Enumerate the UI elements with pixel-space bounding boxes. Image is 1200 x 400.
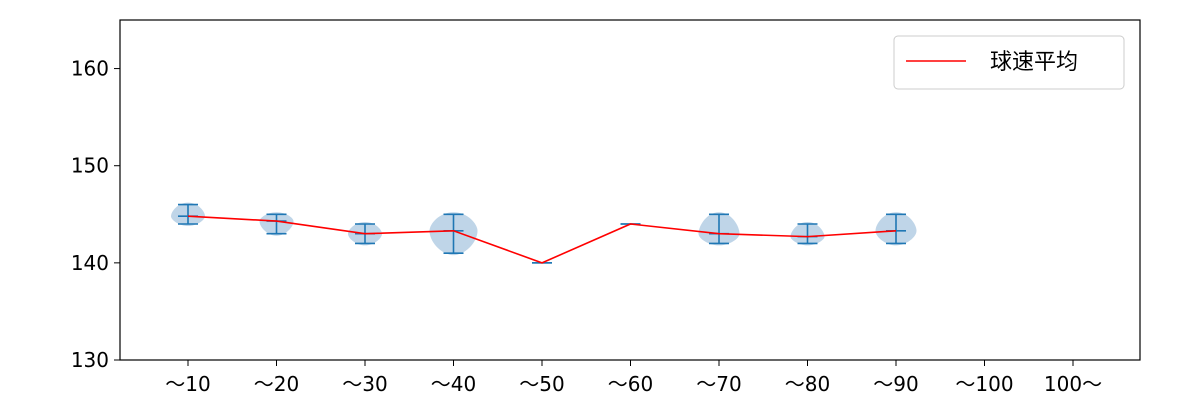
y-axis: 130 140 150 160 (71, 57, 120, 372)
y-tick-label: 140 (71, 251, 109, 275)
x-tick-label: ～50 (519, 372, 564, 396)
x-tick-label: ～100 (955, 372, 1013, 396)
x-tick-label: ～10 (165, 372, 210, 396)
y-tick-label: 130 (71, 348, 109, 372)
legend-box (893, 35, 1125, 90)
legend: 球速平均 (893, 35, 1125, 90)
x-tick-label: ～30 (342, 372, 387, 396)
x-tick-label: ～40 (431, 372, 476, 396)
average-speed-line (187, 215, 897, 264)
x-tick-label: ～20 (254, 372, 299, 396)
x-tick-label: ～70 (696, 372, 741, 396)
x-tick-label: 100～ (1044, 372, 1102, 396)
x-axis: ～10 ～20 ～30 ～40 ～50 ～60 ～70 ～80 ～90 ～100 100～ (165, 360, 1102, 396)
x-tick-label: ～60 (608, 372, 653, 396)
x-tick-label: ～90 (873, 372, 918, 396)
y-tick-label: 160 (71, 57, 109, 81)
y-tick-label: 150 (71, 154, 109, 178)
legend-label: 球速平均 (990, 50, 1078, 75)
x-tick-label: ～80 (785, 372, 830, 396)
violin-layer (171, 202, 917, 256)
